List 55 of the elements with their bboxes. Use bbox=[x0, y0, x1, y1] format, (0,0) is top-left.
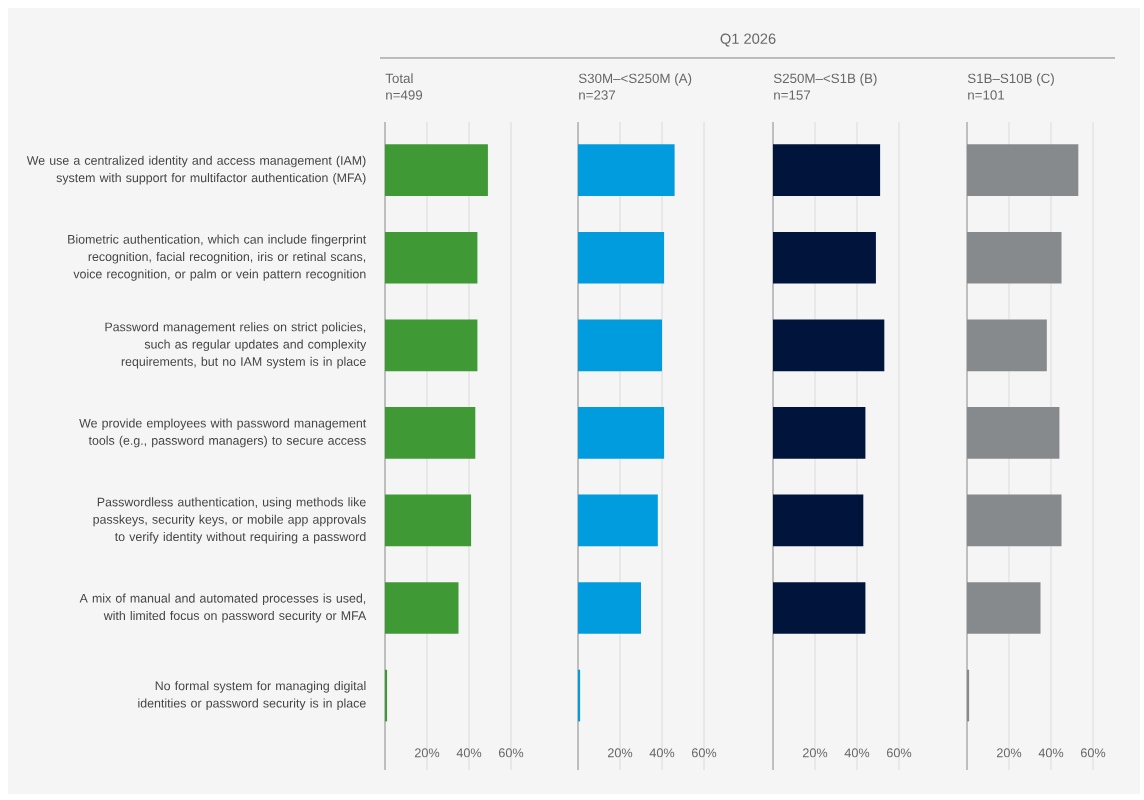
x-tick-label: 60% bbox=[691, 748, 717, 758]
bar bbox=[773, 494, 864, 547]
x-tick-label: 20% bbox=[996, 748, 1022, 758]
chart-title: S30M–<S250M (A) bbox=[578, 73, 692, 86]
bar bbox=[967, 494, 1062, 547]
chart-subtitle: n=157 bbox=[774, 90, 811, 100]
chart-subtitle: n=499 bbox=[386, 90, 423, 100]
chart-subtitle: n=101 bbox=[968, 90, 1005, 100]
bar bbox=[385, 494, 472, 547]
bar bbox=[385, 582, 459, 634]
bar bbox=[967, 407, 1060, 459]
x-tick-label: 40% bbox=[1038, 748, 1064, 758]
bar bbox=[967, 144, 1079, 196]
bar bbox=[773, 407, 866, 459]
bar bbox=[967, 669, 970, 722]
x-tick-label: 60% bbox=[1080, 748, 1106, 758]
x-tick-label: 20% bbox=[607, 748, 633, 758]
text: Q1 2026 bbox=[720, 33, 776, 47]
x-tick-label: 40% bbox=[844, 748, 870, 758]
x-tick-label: 20% bbox=[802, 748, 828, 758]
bar bbox=[773, 231, 876, 284]
bar bbox=[773, 144, 881, 196]
bar bbox=[967, 319, 1047, 372]
bar bbox=[578, 669, 581, 722]
chart-title: S250M–<S1B (B) bbox=[773, 73, 877, 86]
bar bbox=[773, 319, 885, 372]
bar bbox=[385, 231, 478, 284]
x-tick-label: 20% bbox=[414, 748, 440, 758]
bar bbox=[967, 582, 1041, 634]
bar bbox=[385, 407, 476, 459]
bar bbox=[578, 407, 665, 459]
x-tick-label: 60% bbox=[498, 748, 524, 758]
bar bbox=[578, 144, 675, 196]
x-tick-label: 40% bbox=[649, 748, 675, 758]
bar bbox=[385, 319, 478, 372]
y-tick-label: Passwordless authentication, using methods like passkeys, security keys, or mobile app approvals to verify identity without requiring a password bbox=[93, 497, 366, 544]
bar bbox=[773, 582, 866, 634]
bar bbox=[578, 582, 642, 634]
chart-title: S1B–S10B (C) bbox=[967, 73, 1054, 86]
bar bbox=[578, 231, 665, 284]
chart-title: Total bbox=[385, 73, 413, 84]
bar bbox=[967, 231, 1062, 284]
y-tick-label: A mix of manual and automated processes is used, with limited focus on password security or MFA bbox=[79, 593, 367, 623]
bar bbox=[578, 494, 658, 547]
x-tick-label: 40% bbox=[456, 748, 482, 758]
y-tick-label: Biometric authentication, which can include fingerprint recognition, facial recognition, iris or retinal scans, voice recognition, or palm or vein pattern recognition bbox=[68, 234, 367, 281]
chart-subtitle: n=237 bbox=[579, 90, 616, 100]
bar bbox=[385, 144, 488, 196]
bar bbox=[385, 669, 388, 722]
y-tick-label: Password management relies on strict policies, such as regular updates and complexity requirements, but no IAM system is in place bbox=[105, 322, 367, 369]
x-tick-label: 60% bbox=[886, 748, 912, 758]
y-tick-label: We provide employees with password management tools (e.g., password managers) to secure access bbox=[79, 418, 367, 448]
bar bbox=[578, 319, 663, 372]
y-tick-label: We use a centralized identity and access management (IAM) system with support for multifactor authentication (MFA) bbox=[26, 155, 366, 185]
y-tick-label: No formal system for managing digital identities or password security is in place bbox=[138, 681, 366, 711]
